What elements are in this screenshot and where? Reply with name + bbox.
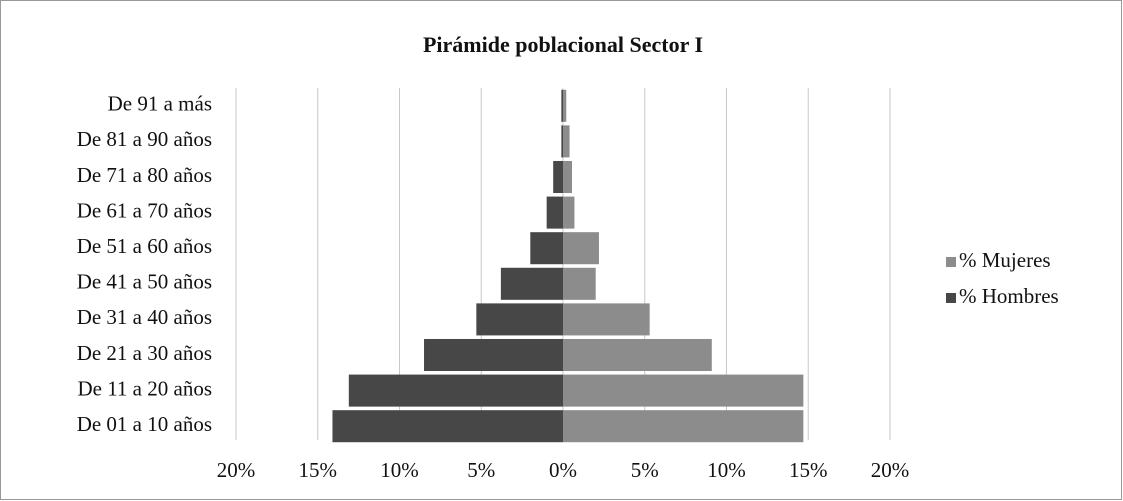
bar [553,160,563,194]
y-tick-label: De 71 a 80 años [77,163,212,187]
bar [563,303,650,336]
x-tick-label: 10% [707,458,746,482]
bar [424,338,563,372]
bar [476,303,563,336]
x-tick-label: 15% [789,458,828,482]
bar [332,410,563,443]
y-tick-label: De 81 a 90 años [77,127,212,151]
bar [348,374,563,407]
legend-label: % Hombres [959,284,1059,308]
x-tick-label: 20% [217,458,256,482]
legend-label: % Mujeres [959,248,1051,272]
y-tick-label: De 01 a 10 años [77,412,212,436]
y-tick-label: De 91 a más [108,92,212,116]
y-tick-label: De 11 a 20 años [77,376,212,400]
y-tick-label: De 41 a 50 años [77,270,212,294]
bar [561,89,563,122]
bar [561,125,563,158]
bar [563,196,575,229]
x-tick-label: 5% [467,458,495,482]
x-tick-label: 5% [631,458,659,482]
bar [563,160,572,194]
bar [563,410,804,443]
legend-swatch [946,293,956,303]
bar [563,89,567,122]
legend-swatch [946,257,956,267]
y-tick-label: De 21 a 30 años [77,341,212,365]
y-tick-label: De 31 a 40 años [77,305,212,329]
bar [563,338,712,372]
bar [530,232,563,265]
chart-title: Pirámide poblacional Sector I [423,32,703,57]
x-tick-label: 0% [549,458,577,482]
bar [563,125,570,158]
x-tick-label: 15% [299,458,338,482]
bar [563,374,804,407]
x-tick-label: 20% [871,458,910,482]
y-tick-label: De 61 a 70 años [77,198,212,222]
x-tick-label: 10% [380,458,419,482]
bar [546,196,563,229]
y-tick-label: De 51 a 60 años [77,234,212,258]
bar [563,267,596,300]
bar [500,267,563,300]
bar [563,232,599,265]
